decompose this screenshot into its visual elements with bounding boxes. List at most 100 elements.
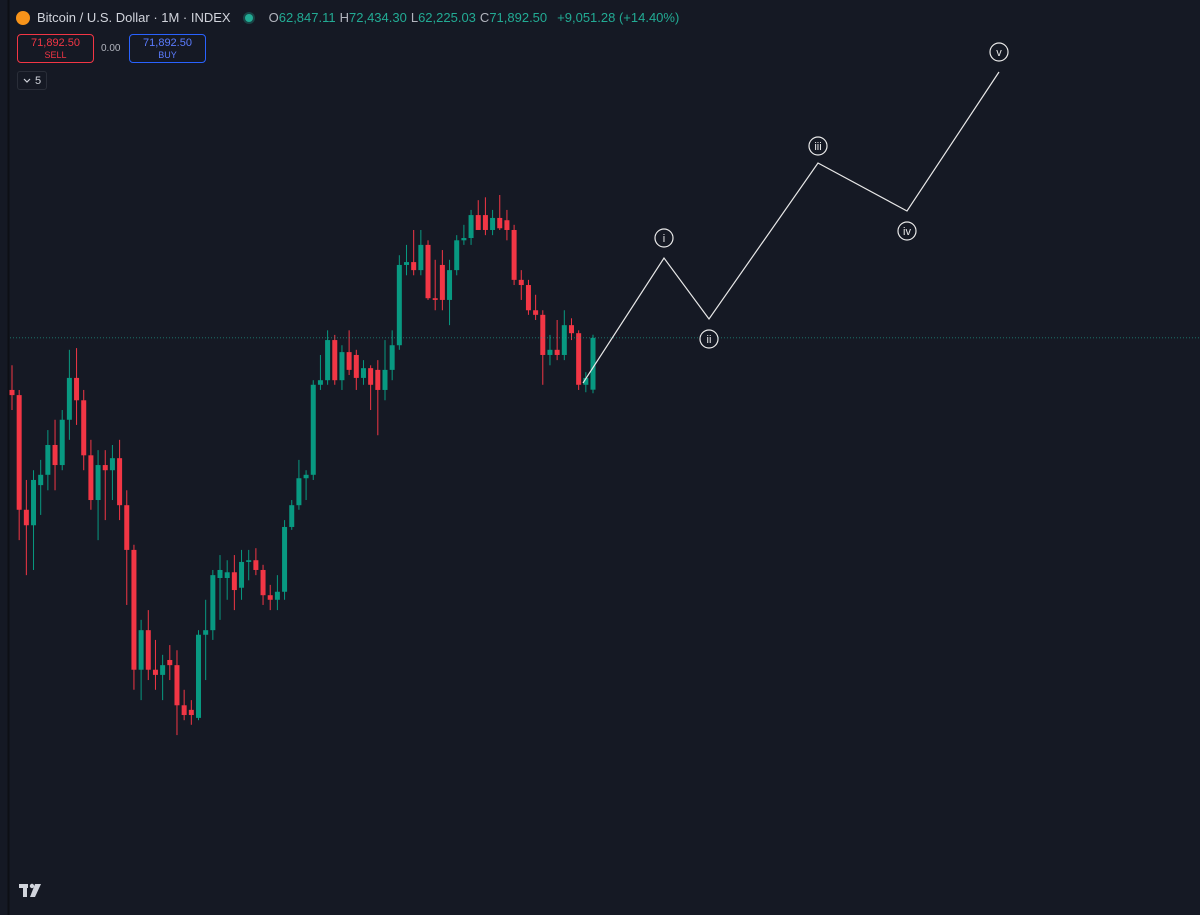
candles xyxy=(9,195,1200,736)
candle-body xyxy=(102,465,108,471)
ohlc-value: 62,225.03 xyxy=(418,10,476,25)
indicators-toggle[interactable]: 5 xyxy=(17,71,47,90)
candle-body xyxy=(511,229,517,280)
wave-label: ii xyxy=(707,334,712,346)
candle-body xyxy=(9,389,15,396)
candle-body xyxy=(432,298,438,300)
wave-circle xyxy=(808,136,828,156)
candle-body xyxy=(45,444,51,475)
candle-body xyxy=(152,669,158,675)
wave-label: iii xyxy=(814,141,821,153)
candle-body xyxy=(368,368,374,385)
buy-label: BUY xyxy=(158,49,177,60)
candle-body xyxy=(253,560,259,570)
candle-body xyxy=(181,705,187,716)
candle-body xyxy=(289,505,295,527)
sell-button[interactable]: 71,892.50 SELL xyxy=(17,34,94,63)
sell-label: SELL xyxy=(44,49,67,60)
candle-body xyxy=(95,465,101,501)
candle-body xyxy=(74,377,80,401)
candle-body xyxy=(88,455,94,501)
candle-body xyxy=(210,575,216,631)
candle-body xyxy=(533,310,539,315)
coin-icon xyxy=(16,10,30,25)
candle-body xyxy=(195,634,201,718)
candle-body xyxy=(375,369,381,390)
candle-body xyxy=(38,474,44,486)
candle-body xyxy=(109,458,115,471)
candle-body xyxy=(282,526,288,592)
ohlc-key: H xyxy=(339,10,349,25)
tv-logo xyxy=(19,883,41,897)
wave-circle xyxy=(699,329,719,349)
chevron xyxy=(23,78,31,83)
candle-body xyxy=(188,709,194,716)
candle-body xyxy=(260,569,266,596)
wave-label: i xyxy=(663,233,665,245)
candle-body xyxy=(482,215,488,230)
candle-body xyxy=(468,215,474,239)
candle-body xyxy=(303,474,309,479)
ohlc-value: 62,847.11 xyxy=(278,10,336,25)
candle-body xyxy=(145,630,151,670)
wave-label: v xyxy=(996,47,1002,59)
candle-body xyxy=(518,279,524,286)
candle-body xyxy=(117,458,123,506)
buy-price: 71,892.50 xyxy=(143,36,192,49)
status-dot xyxy=(244,13,253,22)
candle-body xyxy=(131,549,137,670)
candle-body xyxy=(274,591,280,600)
wave-projection xyxy=(582,71,1000,384)
candle-body xyxy=(267,595,273,600)
candle-body xyxy=(454,240,460,271)
candle-body xyxy=(547,349,553,355)
ohlc-key: L xyxy=(410,10,419,25)
change: +9,051.28 (+14.40%) xyxy=(557,10,680,25)
symbol[interactable]: Bitcoin / U.S. Dollar · 1M · INDEX xyxy=(37,10,231,25)
wave-circle xyxy=(654,228,674,248)
sell-price: 71,892.50 xyxy=(31,36,80,49)
spread: 0.00 xyxy=(101,43,121,54)
candle-body xyxy=(16,395,22,510)
wave-label: iv xyxy=(903,226,911,238)
candle-body xyxy=(23,509,29,526)
candle-body xyxy=(231,572,237,591)
candle-body xyxy=(590,337,596,390)
wave-circle xyxy=(989,42,1009,62)
candle-body xyxy=(525,285,531,311)
candle-body xyxy=(239,561,245,588)
candle-body xyxy=(332,340,338,381)
candle-body xyxy=(217,569,223,578)
candle-body xyxy=(224,572,230,578)
ohlc-key: O xyxy=(268,10,279,25)
candle-body xyxy=(497,217,503,229)
candle-body xyxy=(404,262,410,265)
buy-button[interactable]: 71,892.50 BUY xyxy=(129,34,206,63)
candle-body xyxy=(52,444,58,466)
candle-body xyxy=(346,352,352,370)
candle-body xyxy=(389,345,395,370)
ohlc-value: 71,892.50 xyxy=(489,10,548,25)
candle-body xyxy=(461,238,467,241)
candle-body xyxy=(504,220,510,230)
candle-body xyxy=(583,377,589,385)
candle-body xyxy=(310,384,316,475)
candle-body xyxy=(81,400,87,456)
candle-body xyxy=(475,215,481,230)
candle-body xyxy=(59,419,65,466)
candle-body xyxy=(317,380,323,385)
candle-body xyxy=(66,377,72,420)
candle-body xyxy=(353,354,359,378)
candle-body xyxy=(360,368,366,378)
candle-body xyxy=(138,630,144,670)
candle-body xyxy=(203,630,209,635)
header: Bitcoin / U.S. Dollar · 1M · INDEX O 62,8… xyxy=(16,10,679,25)
candle-body xyxy=(561,325,567,355)
candle-body xyxy=(418,244,424,271)
candle-body xyxy=(554,349,560,355)
candle-body xyxy=(174,665,180,706)
